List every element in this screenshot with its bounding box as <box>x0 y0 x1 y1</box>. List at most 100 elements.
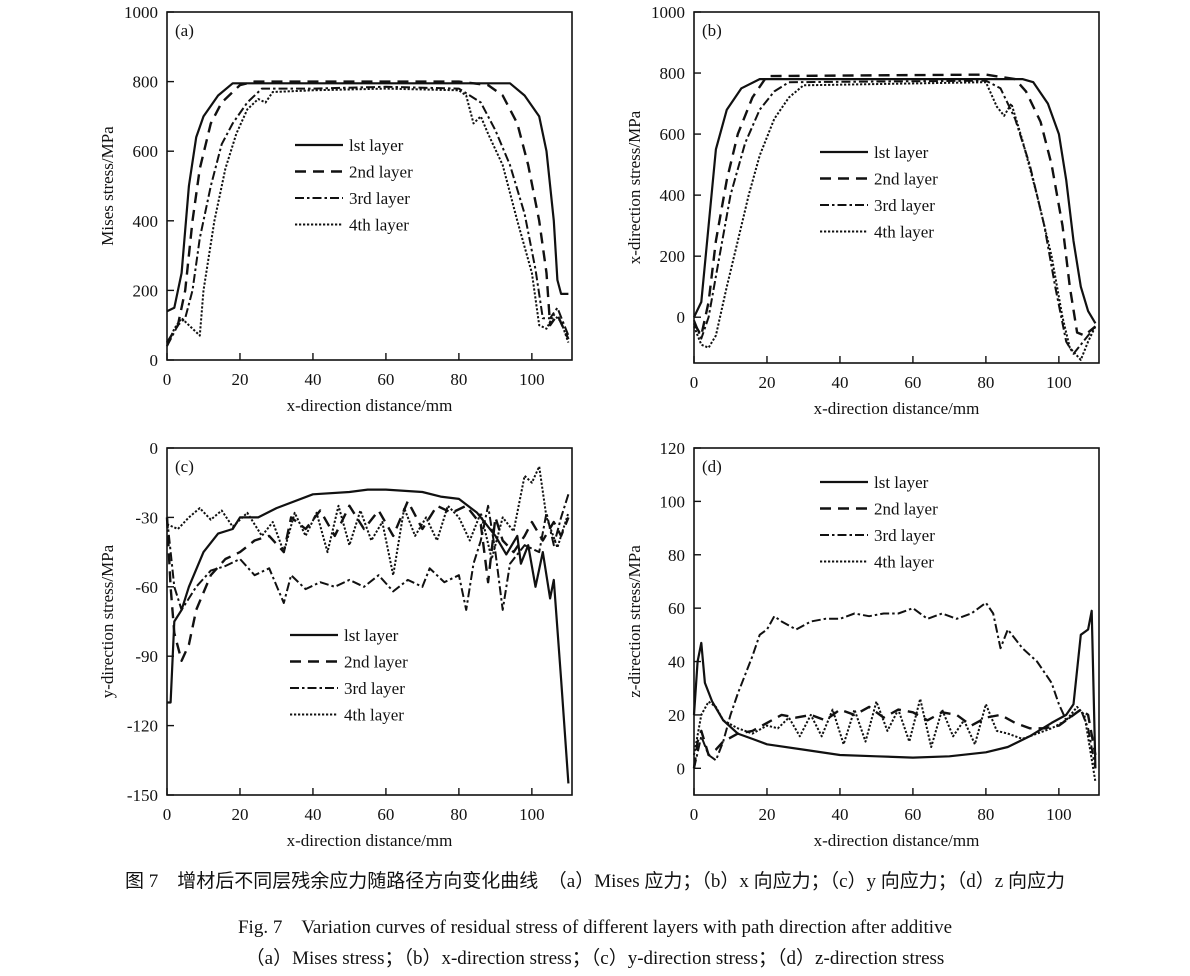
legend-label: lst layer <box>349 136 404 155</box>
y-tick-label: 20 <box>668 706 685 725</box>
x-axis-label: x-direction distance/mm <box>287 831 453 850</box>
x-tick-label: 40 <box>304 370 321 389</box>
x-axis-label: x-direction distance/mm <box>814 831 980 850</box>
y-tick-label: 0 <box>677 308 686 327</box>
x-tick-label: 0 <box>163 805 172 824</box>
legend-label: 3rd layer <box>874 196 935 215</box>
y-axis-label: x-direction stress/MPa <box>625 110 644 264</box>
x-tick-label: 60 <box>904 805 921 824</box>
x-tick-label: 0 <box>690 805 699 824</box>
x-tick-label: 60 <box>904 373 921 392</box>
caption-english-line1: Fig. 7 Variation curves of residual stre… <box>237 917 953 938</box>
series-line-1 <box>692 609 1097 769</box>
series-line-1 <box>693 77 1097 324</box>
x-tick-label: 60 <box>377 805 394 824</box>
y-tick-label: 0 <box>150 439 159 458</box>
x-tick-label: 100 <box>1046 373 1072 392</box>
y-tick-label: 400 <box>660 186 686 205</box>
plot-frame <box>166 447 573 796</box>
y-tick-label: 40 <box>668 653 685 672</box>
legend-label: lst layer <box>874 473 929 492</box>
series-line-4 <box>693 697 1097 782</box>
x-tick-label: 0 <box>690 373 699 392</box>
series-line-1 <box>167 488 570 784</box>
series-line-4 <box>693 81 1097 361</box>
x-tick-label: 20 <box>758 373 775 392</box>
x-tick-label: 100 <box>519 370 545 389</box>
x-tick-label: 60 <box>377 370 394 389</box>
legend-label: 4th layer <box>874 223 934 242</box>
x-tick-label: 80 <box>977 805 994 824</box>
y-tick-label: 600 <box>660 125 686 144</box>
x-axis-label: x-direction distance/mm <box>287 396 453 415</box>
panel-label: (b) <box>702 21 722 40</box>
x-tick-label: 20 <box>758 805 775 824</box>
series-line-3 <box>693 601 1097 769</box>
x-tick-label: 0 <box>163 370 172 389</box>
y-tick-label: 1000 <box>124 3 158 22</box>
legend-label: 2nd layer <box>874 170 938 189</box>
caption-english-line2: （a）Mises stress；（b）x-direction stress；（c… <box>245 948 945 969</box>
y-tick-label: 1000 <box>651 3 685 22</box>
y-axis-label: y-direction stress/MPa <box>98 544 117 698</box>
y-tick-label: 80 <box>668 546 685 565</box>
legend-label: 2nd layer <box>344 653 408 672</box>
y-tick-label: 800 <box>660 64 686 83</box>
series-line-1 <box>166 82 569 313</box>
y-tick-label: 60 <box>668 599 685 618</box>
plot-frame <box>166 11 573 361</box>
legend-label: 4th layer <box>344 706 404 725</box>
y-tick-label: 200 <box>133 281 159 300</box>
series-line-3 <box>693 79 1097 355</box>
legend-label: 4th layer <box>349 216 409 235</box>
legend-label: lst layer <box>344 626 399 645</box>
legend-label: 4th layer <box>874 553 934 572</box>
x-tick-label: 40 <box>304 805 321 824</box>
y-tick-label: 0 <box>150 351 159 370</box>
y-tick-label: 0 <box>677 759 686 778</box>
legend-label: 3rd layer <box>874 526 935 545</box>
panel-label: (d) <box>702 457 722 476</box>
x-tick-label: 100 <box>1046 805 1072 824</box>
y-tick-label: 200 <box>660 247 686 266</box>
x-tick-label: 40 <box>831 373 848 392</box>
series-line-3 <box>166 493 570 611</box>
panel-label: (c) <box>175 457 194 476</box>
plot-frame <box>693 11 1100 364</box>
x-tick-label: 40 <box>831 805 848 824</box>
y-tick-label: -120 <box>127 717 158 736</box>
legend-label: 2nd layer <box>349 163 413 182</box>
y-tick-label: -150 <box>127 786 158 805</box>
x-tick-label: 80 <box>450 805 467 824</box>
y-tick-label: 400 <box>133 212 159 231</box>
y-tick-label: -90 <box>135 647 158 666</box>
y-tick-label: 100 <box>660 492 686 511</box>
plot-frame <box>693 447 1100 796</box>
x-tick-label: 100 <box>519 805 545 824</box>
series-line-2 <box>165 80 570 344</box>
series-line-3 <box>166 85 570 347</box>
legend-label: lst layer <box>874 143 929 162</box>
y-tick-label: 800 <box>133 73 159 92</box>
y-axis-label: Mises stress/MPa <box>98 126 117 246</box>
series-line-4 <box>166 87 570 347</box>
x-axis-label: x-direction distance/mm <box>814 399 980 418</box>
x-tick-label: 80 <box>977 373 994 392</box>
legend-label: 3rd layer <box>349 189 410 208</box>
x-tick-label: 20 <box>231 805 248 824</box>
series-line-4 <box>166 465 570 577</box>
series-line-2 <box>692 73 1097 337</box>
y-tick-label: 120 <box>660 439 686 458</box>
legend-label: 3rd layer <box>344 679 405 698</box>
series-line-2 <box>692 705 1097 769</box>
x-tick-label: 20 <box>231 370 248 389</box>
x-tick-label: 80 <box>450 370 467 389</box>
y-tick-label: -30 <box>135 508 158 527</box>
panel-label: (a) <box>175 21 194 40</box>
y-tick-label: 600 <box>133 142 159 161</box>
caption-chinese: 图 7 增材后不同层残余应力随路径方向变化曲线 （a）Mises 应力；（b）x… <box>125 871 1065 892</box>
legend-label: 2nd layer <box>874 500 938 519</box>
y-tick-label: -60 <box>135 578 158 597</box>
y-axis-label: z-direction stress/MPa <box>625 545 644 698</box>
